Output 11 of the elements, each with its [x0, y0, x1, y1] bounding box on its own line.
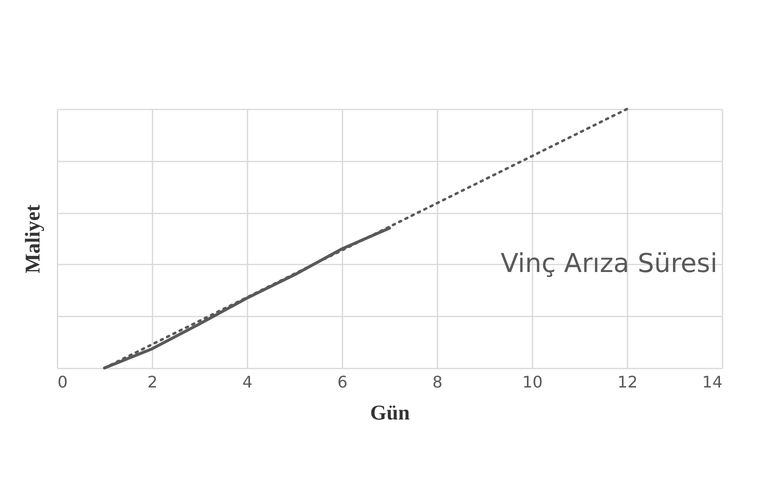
x-tick-label: 4: [242, 372, 253, 392]
y-axis-title: Maliyet: [20, 204, 44, 274]
x-tick-label: 6: [337, 372, 348, 392]
x-tick-label: 2: [147, 372, 158, 392]
annotation: Vinç Arıza Süresi: [500, 249, 718, 279]
x-tick-label: 10: [522, 372, 543, 392]
x-axis-title: Gün: [370, 400, 410, 424]
x-tick-label: 12: [617, 372, 638, 392]
x-tick-label: 8: [432, 372, 443, 392]
x-tick-label: 14: [702, 372, 722, 392]
x-tick-label: 0: [58, 372, 68, 392]
